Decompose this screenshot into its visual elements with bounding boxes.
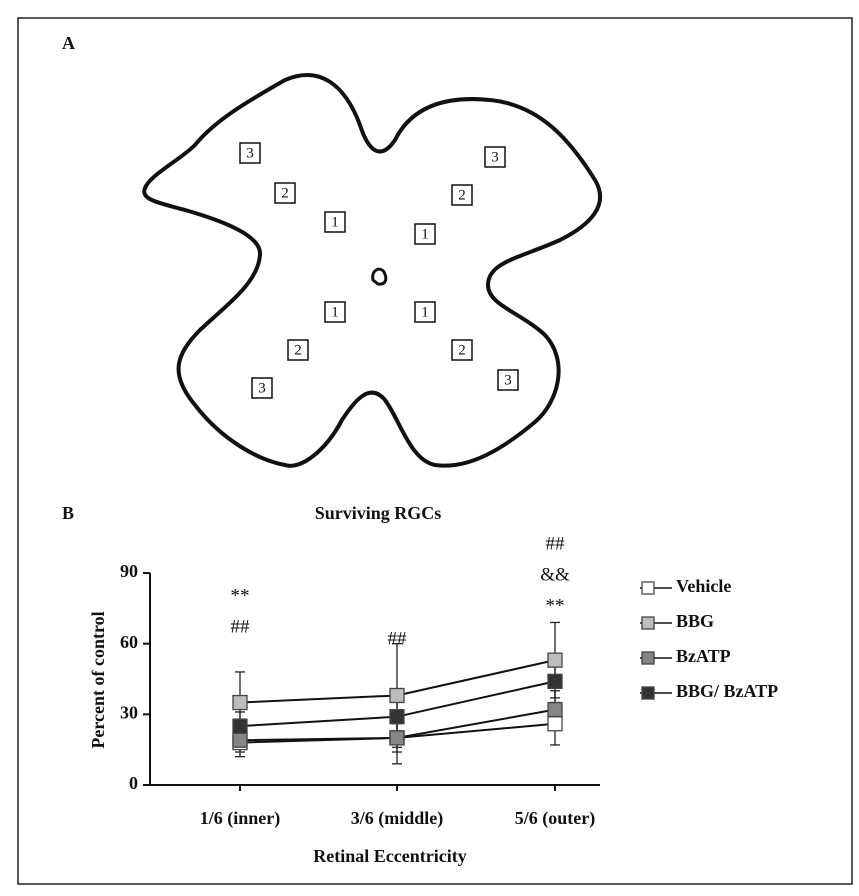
marker	[547, 701, 563, 718]
region-label: 3	[491, 149, 499, 165]
y-tick-label: 90	[120, 561, 138, 581]
y-tick-label: 30	[120, 702, 138, 722]
region-label: 1	[331, 214, 339, 230]
legend-marker	[641, 686, 655, 700]
region-box	[497, 369, 519, 391]
marker	[547, 652, 563, 668]
region-label: 3	[246, 145, 254, 161]
region-label: 2	[458, 187, 466, 203]
y-tick-label: 60	[120, 632, 138, 652]
marker	[232, 694, 248, 711]
marker	[389, 687, 405, 704]
marker	[547, 673, 563, 690]
significance-label: ##	[546, 533, 566, 554]
panel-label: B	[62, 503, 74, 523]
legend-marker	[641, 581, 655, 595]
x-tick-label: 1/6 (inner)	[200, 808, 281, 829]
region-label: 1	[331, 304, 339, 320]
marker	[389, 730, 405, 746]
marker	[232, 732, 248, 748]
significance-label: **	[231, 585, 250, 606]
legend-marker	[641, 616, 655, 630]
legend-label: BzATP	[676, 646, 731, 666]
region-label: 2	[281, 185, 289, 201]
marker	[389, 709, 405, 725]
x-tick-label: 5/6 (outer)	[515, 808, 595, 829]
region-box	[287, 339, 309, 361]
region-box	[414, 301, 436, 323]
region-box	[414, 223, 436, 245]
legend-label: BBG/ BzATP	[676, 681, 778, 701]
marker	[547, 716, 563, 732]
retina-outline	[142, 73, 602, 468]
significance-label: ##	[388, 628, 408, 649]
region-label: 3	[504, 372, 512, 388]
region-box	[324, 211, 346, 233]
significance-label: &&	[540, 564, 570, 585]
region-label: 3	[258, 380, 266, 396]
region-box	[451, 184, 473, 206]
optic-disc	[371, 267, 388, 286]
chart-title: Surviving RGCs	[315, 503, 442, 523]
region-box	[274, 182, 296, 204]
legend-label: BBG	[676, 611, 714, 631]
region-box	[324, 301, 346, 323]
region-label: 1	[421, 226, 429, 242]
legend-label: Vehicle	[676, 576, 731, 596]
y-axis-label: Percent of control	[88, 611, 108, 748]
marker	[232, 718, 248, 734]
significance-label: ##	[231, 616, 251, 637]
region-box	[484, 146, 506, 168]
panel-label: A	[62, 33, 75, 53]
region-label: 1	[421, 304, 429, 320]
region-box	[251, 377, 273, 399]
x-axis-label: Retinal Eccentricity	[313, 846, 466, 866]
legend-marker	[641, 651, 655, 665]
region-box	[239, 142, 261, 164]
region-box	[451, 339, 473, 361]
region-label: 2	[458, 342, 466, 358]
y-tick-label: 0	[129, 773, 138, 793]
frame	[17, 17, 853, 885]
region-label: 2	[294, 342, 302, 358]
significance-label: **	[546, 595, 565, 616]
x-tick-label: 3/6 (middle)	[351, 808, 444, 829]
